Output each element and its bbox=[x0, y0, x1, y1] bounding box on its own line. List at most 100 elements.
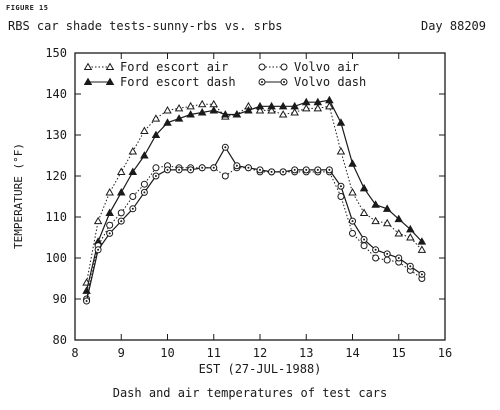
legend-label: Ford escort air bbox=[120, 60, 228, 74]
data-point bbox=[349, 217, 356, 225]
legend-item-4: Volvo dash bbox=[258, 75, 366, 89]
data-point bbox=[232, 110, 242, 118]
data-point bbox=[268, 168, 276, 176]
data-point bbox=[325, 95, 334, 104]
data-point bbox=[221, 110, 230, 118]
y-tick-label: 100 bbox=[45, 251, 67, 265]
data-point bbox=[336, 118, 346, 126]
y-tick-label: 90 bbox=[53, 292, 67, 306]
data-point bbox=[140, 151, 149, 159]
data-point bbox=[290, 101, 299, 110]
data-point bbox=[255, 105, 265, 114]
data-point bbox=[278, 101, 288, 110]
data-point bbox=[360, 242, 368, 250]
data-point bbox=[382, 218, 392, 227]
data-point bbox=[197, 108, 207, 116]
data-point bbox=[301, 97, 311, 106]
data-point bbox=[209, 99, 219, 108]
axes: 8 9 10 11 12 13 14 15 16 80 90 100 110 120 130 140 150 bbox=[45, 46, 452, 360]
data-point bbox=[383, 250, 391, 258]
data-point bbox=[291, 166, 299, 174]
y-tick-label: 110 bbox=[45, 210, 67, 224]
legend-marker bbox=[280, 63, 288, 71]
data-point bbox=[152, 164, 160, 172]
y-axis-label: TEMPERATURE (°F) bbox=[12, 143, 25, 249]
data-point bbox=[105, 187, 114, 196]
legend-marker bbox=[105, 77, 115, 86]
data-point bbox=[140, 188, 148, 196]
data-point bbox=[140, 126, 149, 134]
y-tick-label: 140 bbox=[45, 87, 67, 101]
figure-label: FIGURE 15 bbox=[6, 4, 49, 12]
legend-label: Ford escort dash bbox=[120, 75, 236, 89]
data-point bbox=[336, 146, 346, 155]
x-tick-label: 13 bbox=[299, 346, 313, 360]
data-point bbox=[128, 167, 138, 175]
data-point bbox=[267, 101, 276, 110]
series-line bbox=[85, 99, 423, 291]
data-point bbox=[359, 183, 369, 192]
series-4 bbox=[83, 143, 426, 305]
data-point bbox=[256, 166, 264, 174]
data-point bbox=[406, 224, 415, 233]
data-point bbox=[417, 245, 427, 253]
data-point bbox=[163, 118, 172, 126]
data-point bbox=[151, 114, 161, 122]
legend-marker bbox=[83, 77, 93, 86]
data-point bbox=[221, 172, 229, 180]
data-point bbox=[105, 208, 114, 216]
data-point bbox=[279, 168, 287, 176]
data-point bbox=[187, 166, 195, 174]
legend-marker bbox=[258, 78, 266, 86]
x-tick-label: 14 bbox=[345, 346, 359, 360]
data-point bbox=[129, 193, 137, 200]
data-point bbox=[314, 166, 322, 174]
data-point bbox=[210, 164, 218, 172]
data-point bbox=[174, 103, 184, 112]
data-point bbox=[348, 187, 357, 196]
data-point bbox=[349, 229, 356, 237]
legend-label: Volvo air bbox=[294, 60, 359, 74]
data-point bbox=[290, 108, 299, 116]
x-axis-label: EST (27-JUL-1988) bbox=[199, 362, 322, 376]
x-tick-label: 9 bbox=[118, 346, 125, 360]
data-point bbox=[233, 162, 241, 170]
data-point bbox=[406, 262, 414, 270]
data-point bbox=[186, 110, 195, 118]
series-3 bbox=[83, 162, 426, 303]
y-tick-label: 120 bbox=[45, 169, 67, 183]
data-point bbox=[93, 216, 103, 225]
data-point bbox=[372, 246, 380, 254]
data-point bbox=[244, 105, 253, 114]
data-point bbox=[313, 97, 323, 106]
legend-marker bbox=[258, 63, 266, 71]
data-point bbox=[186, 101, 195, 110]
data-point bbox=[313, 103, 323, 112]
legend-label: Volvo dash bbox=[294, 75, 366, 89]
data-point bbox=[83, 297, 91, 305]
day-label: Day 88209 bbox=[420, 19, 486, 33]
data-point bbox=[106, 221, 114, 229]
data-point bbox=[325, 166, 333, 174]
legend-marker bbox=[83, 62, 93, 71]
data-point bbox=[325, 101, 334, 110]
data-point bbox=[302, 166, 310, 174]
data-point bbox=[174, 114, 184, 122]
data-point bbox=[117, 209, 125, 217]
legend-marker bbox=[105, 62, 115, 71]
data-point bbox=[359, 208, 369, 216]
data-point bbox=[394, 214, 404, 223]
x-tick-label: 11 bbox=[207, 346, 221, 360]
data-point bbox=[417, 237, 427, 245]
data-point bbox=[117, 217, 125, 225]
data-point bbox=[267, 105, 276, 114]
data-point bbox=[418, 270, 426, 278]
data-point bbox=[129, 205, 137, 213]
data-point bbox=[348, 159, 357, 167]
legend-item-2: Ford escort dash bbox=[83, 75, 236, 89]
data-point bbox=[244, 164, 252, 172]
x-tick-label: 8 bbox=[71, 346, 78, 360]
data-point bbox=[209, 105, 219, 114]
data-point bbox=[382, 204, 392, 212]
